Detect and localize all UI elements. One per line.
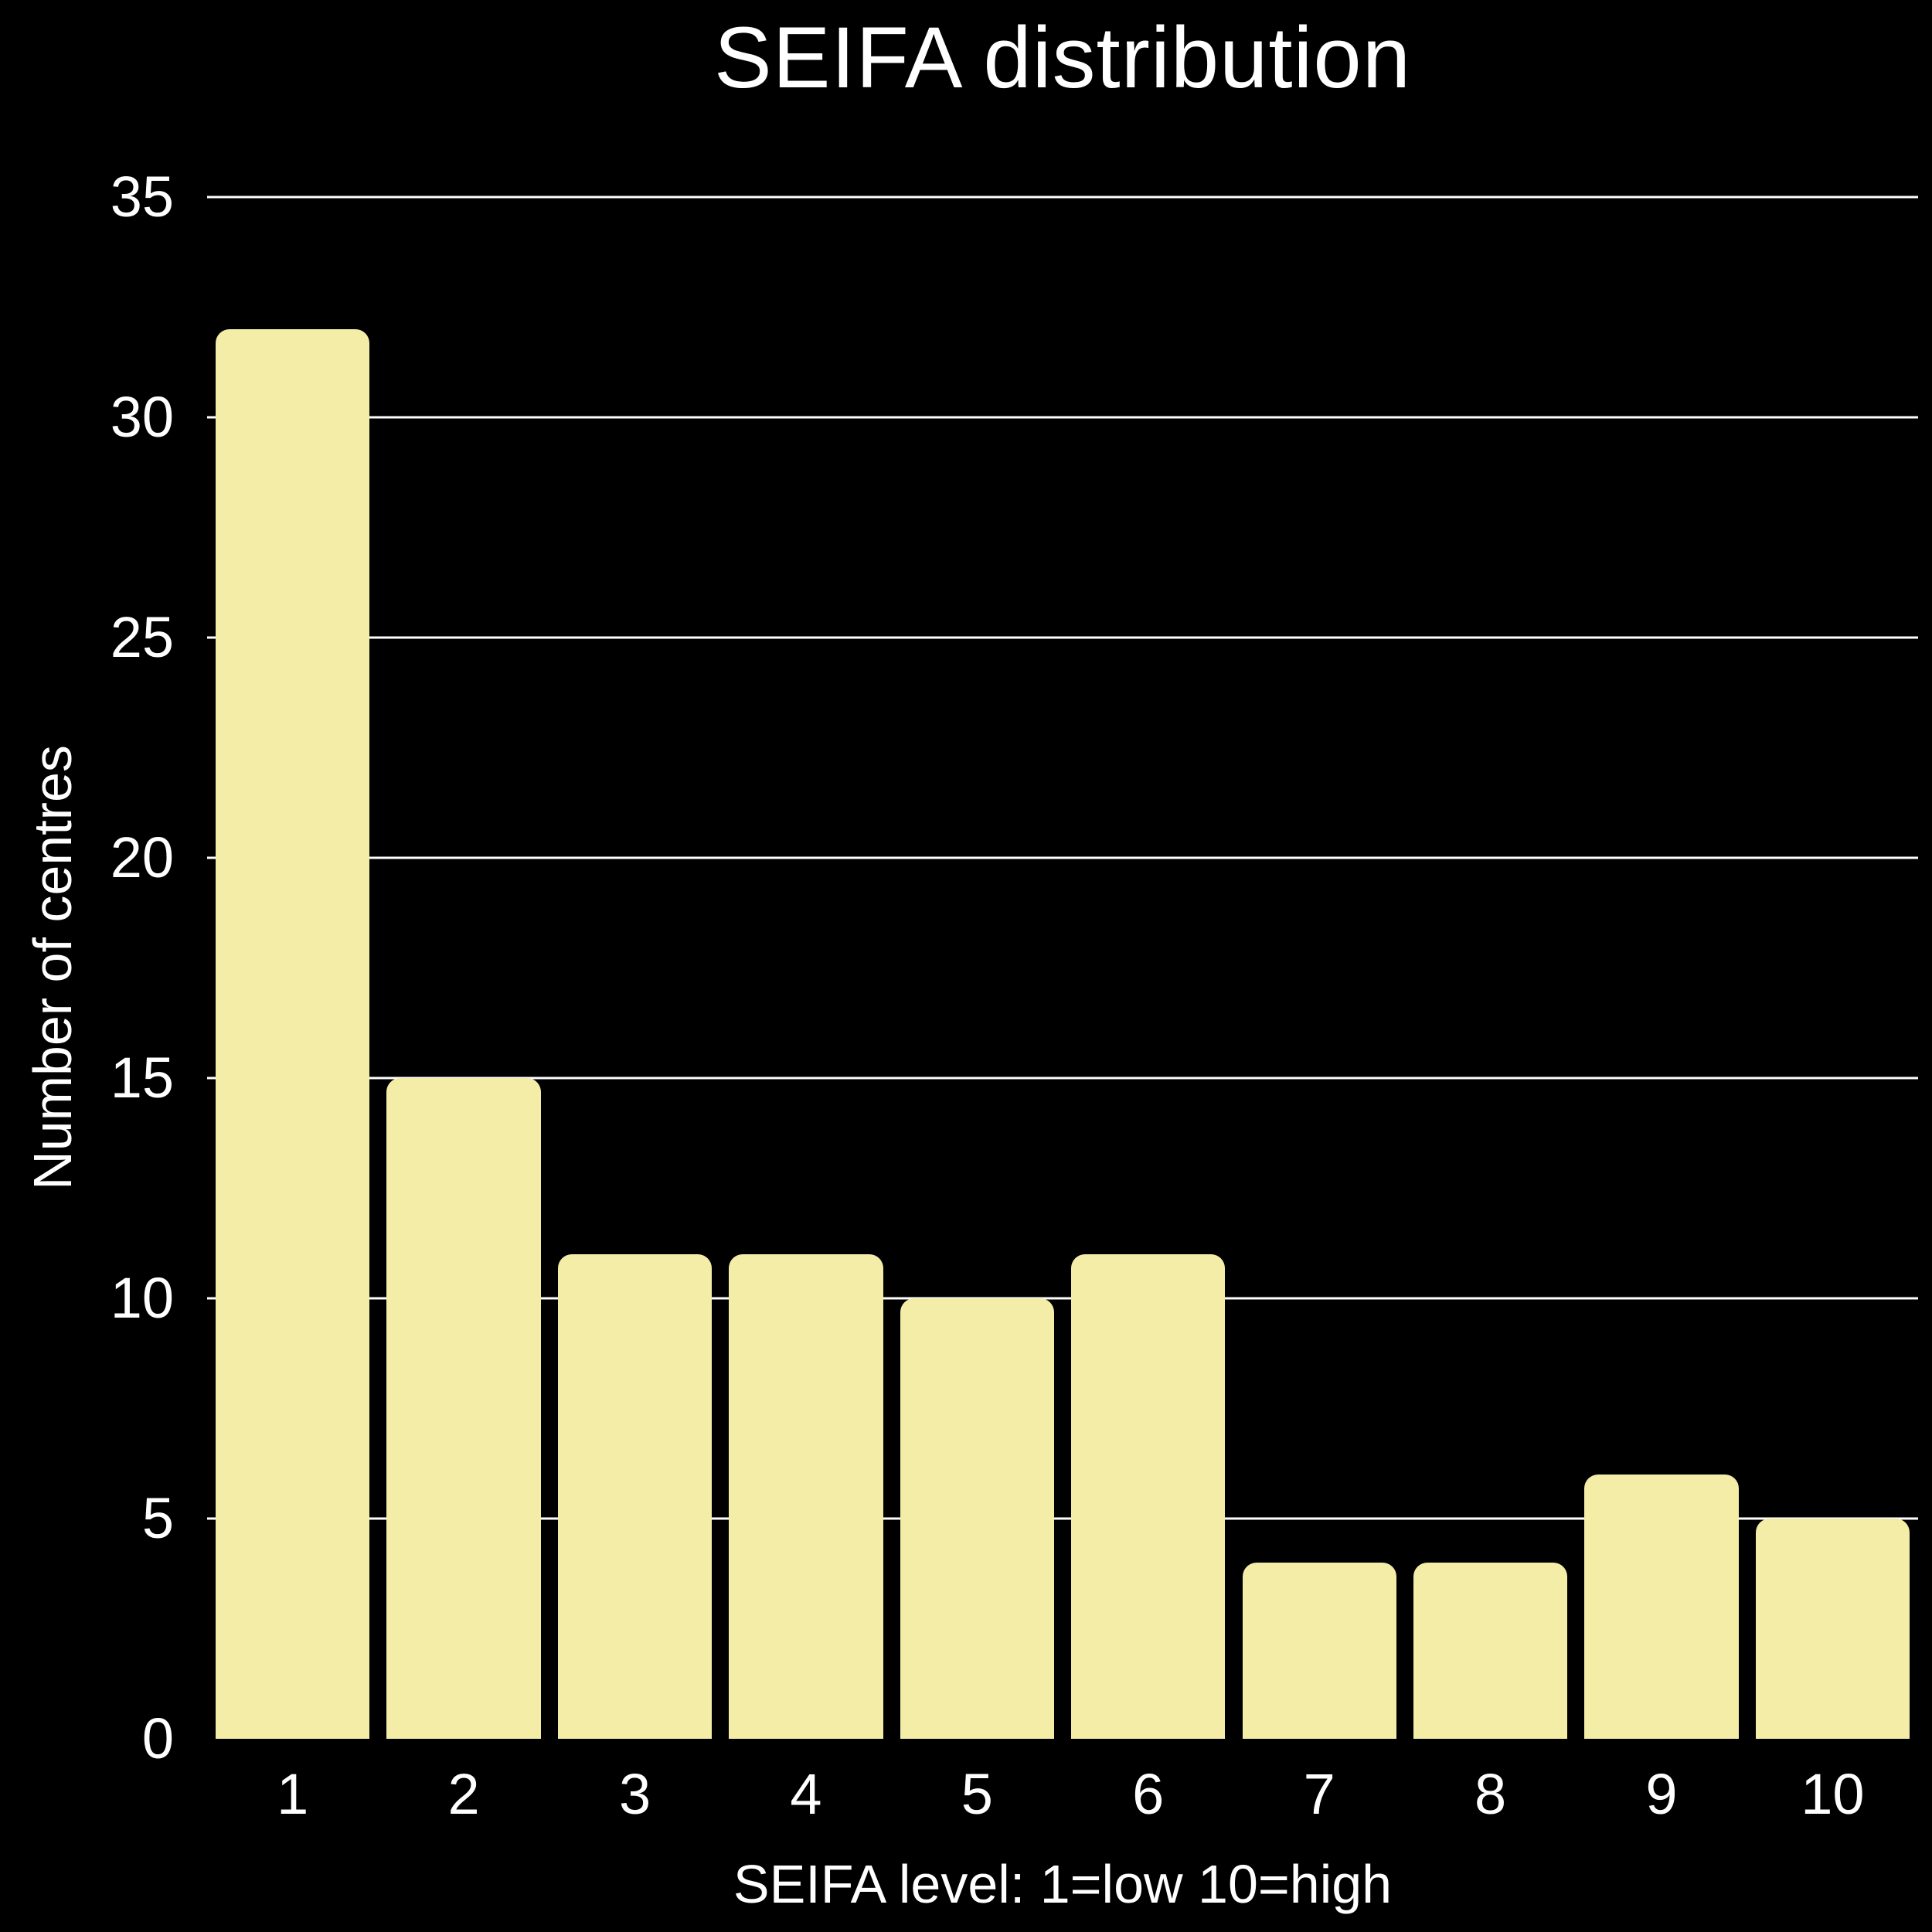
gridline-5 [207, 1517, 1918, 1520]
bar-4 [729, 1254, 883, 1739]
gridline-10 [207, 1297, 1918, 1300]
x-axis-title: SEIFA level: 1=low 10=high [733, 1854, 1393, 1914]
bar-slot-9 [1576, 197, 1747, 1739]
y-tick-label-25: 25 [110, 605, 174, 669]
y-tick-label-0: 0 [141, 1706, 174, 1770]
bar-6 [1071, 1254, 1226, 1739]
bar-slot-5 [892, 197, 1063, 1739]
y-tick-label-35: 35 [110, 165, 174, 229]
x-tick-label-4: 4 [790, 1762, 822, 1826]
chart-title: SEIFA distribution [713, 9, 1412, 106]
bar-slot-1 [207, 197, 378, 1739]
x-tick-label-3: 3 [618, 1762, 651, 1826]
bar-slot-6 [1063, 197, 1233, 1739]
x-tick-label-6: 6 [1132, 1762, 1165, 1826]
x-tick-label-7: 7 [1303, 1762, 1335, 1826]
bar-slot-8 [1405, 197, 1576, 1739]
bar-slot-10 [1747, 197, 1918, 1739]
x-tick-label-10: 10 [1801, 1762, 1865, 1826]
gridline-20 [207, 856, 1918, 859]
bar-5 [900, 1298, 1054, 1739]
y-tick-label-30: 30 [110, 385, 174, 449]
x-tick-label-1: 1 [277, 1762, 309, 1826]
bar-slot-7 [1233, 197, 1404, 1739]
gridline-30 [207, 416, 1918, 419]
bar-slot-4 [720, 197, 891, 1739]
bar-8 [1413, 1563, 1568, 1739]
y-tick-label-10: 10 [110, 1266, 174, 1330]
x-tick-label-9: 9 [1645, 1762, 1678, 1826]
bar-3 [557, 1254, 713, 1739]
x-tick-label-5: 5 [961, 1762, 993, 1826]
bar-7 [1242, 1563, 1396, 1739]
x-tick-label-2: 2 [447, 1762, 480, 1826]
x-axis-tick-labels: 1 2 3 4 5 6 7 8 9 10 [207, 1766, 1918, 1823]
x-tick-label-8: 8 [1474, 1762, 1507, 1826]
bar-2 [386, 1078, 541, 1739]
gridline-15 [207, 1077, 1918, 1080]
plot-area [207, 196, 1918, 1739]
gridline-25 [207, 636, 1918, 639]
y-tick-label-5: 5 [141, 1486, 174, 1550]
bar-slot-2 [378, 197, 549, 1739]
bar-slot-3 [549, 197, 720, 1739]
y-axis-tick-labels: 0 5 10 15 20 25 30 35 [0, 168, 174, 1767]
gridline-35 [207, 196, 1918, 199]
bar-1 [216, 329, 370, 1739]
bar-9 [1584, 1475, 1739, 1739]
y-tick-label-20: 20 [110, 825, 174, 889]
y-tick-label-15: 15 [110, 1046, 174, 1110]
bars-row [207, 197, 1918, 1739]
bar-10 [1755, 1519, 1910, 1739]
